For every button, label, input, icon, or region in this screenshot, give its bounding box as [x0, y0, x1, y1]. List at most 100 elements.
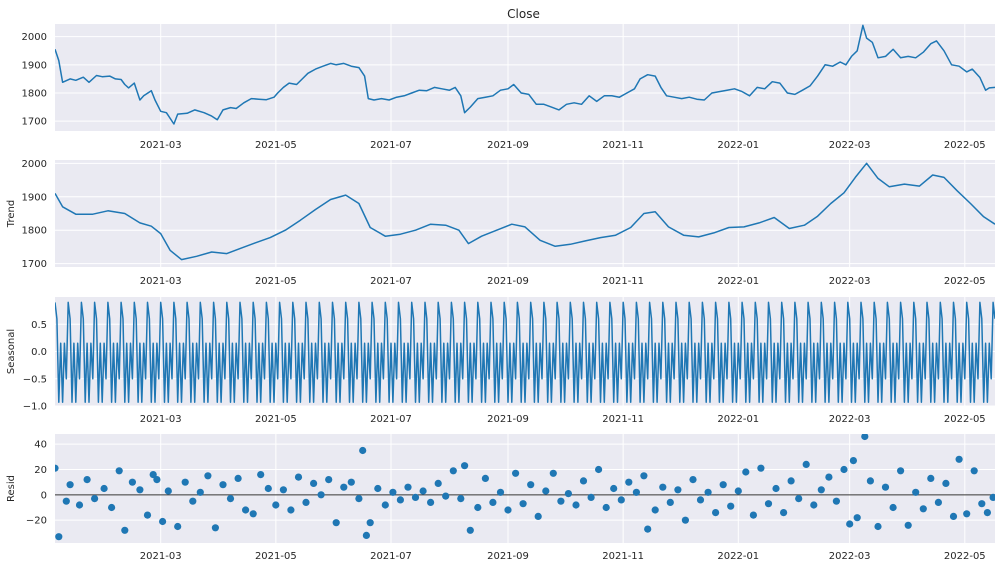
resid-point: [659, 483, 667, 491]
resid-point: [564, 490, 573, 498]
resid-point: [449, 467, 457, 475]
y-tick-label: 1900: [22, 192, 47, 203]
resid-point: [159, 517, 167, 526]
seasonal-line: [55, 301, 995, 403]
data-layer: [55, 162, 995, 261]
y-axis-label: Seasonal: [6, 329, 17, 374]
resid-point: [719, 481, 727, 489]
resid-point: [189, 497, 197, 505]
resid-point: [644, 525, 652, 533]
resid-point: [527, 481, 535, 489]
x-tick-label: 2021-05: [255, 551, 297, 562]
series-line: [55, 162, 995, 261]
x-tick-label: 2021-05: [255, 414, 297, 425]
y-axis-label: Trend: [6, 200, 17, 228]
resid-point: [927, 474, 935, 482]
resid-point: [83, 476, 91, 484]
resid-point: [866, 477, 875, 485]
resid-point: [802, 460, 810, 468]
resid-point: [579, 477, 588, 485]
x-tick-label: 2022-03: [829, 414, 871, 425]
resid-point: [75, 501, 84, 509]
resid-point: [457, 495, 465, 503]
resid-panel: 2021-03 2021-05 2021-07 2021-09 2021-11 2022-…: [6, 434, 995, 562]
x-tick-label: 2021-03: [140, 414, 182, 425]
resid-point: [164, 487, 172, 495]
resid-point: [219, 481, 227, 489]
seasonal-panel: 2021-03 2021-05 2021-07 2021-09 2021-11 2022-…: [6, 297, 995, 425]
resid-point: [712, 508, 720, 517]
resid-point: [427, 498, 435, 506]
resid-point: [121, 526, 129, 534]
x-tick-label: 2021-09: [487, 140, 529, 151]
resid-point: [963, 510, 971, 518]
y-tick-label: 1800: [22, 88, 47, 99]
resid-point: [840, 465, 848, 474]
y-tick-label: −0.5: [23, 374, 47, 385]
x-tick-label: 2021-07: [370, 551, 412, 562]
resid-point: [404, 483, 412, 491]
resid-point: [279, 486, 287, 494]
resid-point: [572, 501, 580, 509]
x-tick-label: 2021-03: [140, 276, 182, 287]
resid-point: [211, 524, 219, 532]
resid-point: [681, 516, 690, 524]
resid-point: [919, 505, 927, 513]
x-tick-label: 2021-07: [370, 140, 412, 151]
resid-point: [846, 520, 854, 528]
resid-point: [362, 531, 370, 540]
x-tick-label: 2021-09: [487, 276, 529, 287]
x-tick-label: 2021-05: [255, 276, 297, 287]
resid-point: [511, 469, 520, 477]
resid-point: [689, 476, 697, 484]
resid-point: [787, 477, 795, 485]
resid-point: [504, 506, 512, 514]
x-tick-label: 2021-05: [255, 140, 297, 151]
resid-point: [780, 508, 788, 517]
resid-point: [411, 493, 420, 501]
x-tick-label: 2021-11: [602, 551, 644, 562]
x-tick-label: 2021-07: [370, 414, 412, 425]
y-tick-label: 40: [34, 440, 47, 451]
resid-point: [115, 467, 123, 475]
resid-point: [434, 479, 442, 487]
figure-title: Close: [507, 7, 540, 21]
x-tick-label: 2021-11: [602, 276, 644, 287]
resid-point: [557, 497, 565, 505]
resid-point: [942, 479, 950, 487]
x-tick-label: 2021-07: [370, 276, 412, 287]
resid-point: [549, 469, 557, 477]
data-layer: [55, 301, 995, 403]
y-axis-label: Resid: [6, 475, 17, 502]
resid-point: [897, 467, 905, 475]
y-tick-label: 2000: [22, 32, 47, 43]
resid-point: [381, 501, 389, 509]
trend-panel: 2021-03 2021-05 2021-07 2021-09 2021-11 2022-…: [6, 159, 995, 287]
resid-point: [91, 495, 99, 503]
resid-point: [181, 478, 189, 486]
x-tick-label: 2021-09: [487, 414, 529, 425]
resid-point: [934, 498, 943, 506]
subplot-panels: 2021-03 2021-05 2021-07 2021-09 2021-11 2022-…: [6, 24, 995, 562]
resid-point: [989, 493, 995, 501]
data-layer: [55, 434, 995, 541]
y-tick-label: 0.5: [31, 320, 47, 331]
resid-point: [481, 474, 489, 482]
resid-point: [640, 472, 648, 480]
resid-point: [466, 526, 474, 534]
resid-point: [389, 488, 397, 496]
x-tick-label: 2022-05: [944, 414, 986, 425]
resid-point: [62, 497, 70, 505]
x-tick-label: 2022-03: [829, 276, 871, 287]
resid-point: [704, 488, 712, 496]
resid-point: [153, 476, 161, 484]
x-tick-label: 2021-09: [487, 551, 529, 562]
resid-point: [242, 506, 250, 514]
resid-point: [810, 501, 818, 509]
resid-point: [795, 495, 803, 503]
x-tick-label: 2021-11: [602, 414, 644, 425]
resid-point: [534, 512, 542, 521]
resid-point: [355, 495, 363, 503]
resid-point: [825, 473, 833, 481]
